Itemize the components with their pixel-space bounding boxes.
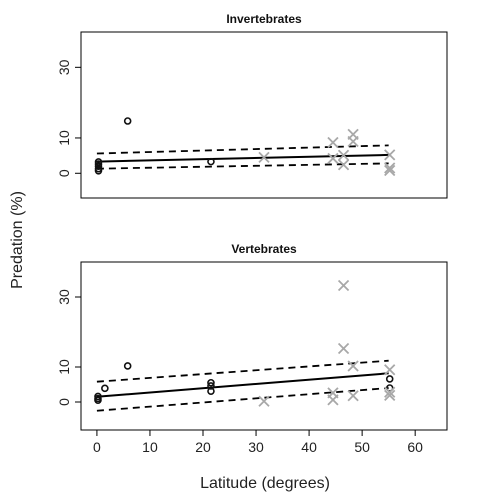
cross-stroke bbox=[327, 387, 339, 399]
x-tick-label: 10 bbox=[142, 439, 158, 455]
cross-point bbox=[337, 159, 350, 171]
cross-point bbox=[384, 164, 396, 177]
plot-frame bbox=[80, 261, 448, 431]
circle-point bbox=[94, 392, 102, 401]
y-tick-label: 30 bbox=[56, 289, 72, 305]
y-tick-label: 10 bbox=[56, 130, 72, 146]
cross-stroke bbox=[337, 159, 350, 171]
cross-stroke bbox=[337, 279, 350, 292]
ci-lower-line bbox=[96, 387, 389, 412]
shared-x-axis: 0 10 20 30 40 50 60 bbox=[93, 429, 423, 455]
circle-point bbox=[207, 378, 215, 387]
circle-point bbox=[123, 117, 132, 125]
fit-line bbox=[96, 372, 389, 398]
cross-stroke bbox=[384, 386, 396, 398]
circle-point bbox=[101, 384, 109, 393]
circle-point bbox=[207, 382, 215, 390]
cross-stroke bbox=[384, 149, 396, 161]
ci-upper-line bbox=[96, 359, 389, 383]
cross-point bbox=[327, 136, 339, 149]
x-tick-label: 60 bbox=[407, 439, 423, 455]
circle-point bbox=[207, 157, 215, 166]
circle-point bbox=[94, 158, 103, 166]
cross-stroke bbox=[258, 151, 270, 164]
cross-point bbox=[337, 149, 350, 161]
cross-stroke bbox=[384, 162, 396, 174]
cross-stroke bbox=[327, 136, 339, 149]
fit-line bbox=[96, 153, 389, 163]
x-tick-label: 0 bbox=[93, 439, 101, 455]
y-tick-label: 10 bbox=[56, 359, 72, 375]
cross-stroke bbox=[337, 342, 350, 355]
cross-point bbox=[347, 390, 359, 402]
cross-point bbox=[347, 135, 359, 148]
cross-stroke bbox=[384, 164, 396, 177]
panel-title: Vertebrates bbox=[231, 242, 297, 256]
x-tick-label: 50 bbox=[354, 439, 370, 455]
cross-point bbox=[384, 386, 396, 398]
cross-point bbox=[384, 149, 396, 161]
cross-stroke bbox=[337, 149, 350, 161]
circle-point bbox=[385, 375, 394, 383]
y-tick-label: 30 bbox=[56, 59, 72, 75]
y-tick-label: 0 bbox=[56, 398, 72, 406]
cross-point bbox=[347, 360, 359, 372]
cross-point bbox=[384, 389, 396, 401]
panel-invertebrates: Invertebrates 0 10 30 bbox=[56, 12, 448, 199]
ci-upper-line bbox=[96, 144, 389, 155]
cross-point bbox=[384, 162, 396, 174]
x-tick-label: 40 bbox=[301, 439, 317, 455]
plot-frame bbox=[80, 31, 448, 199]
cross-point bbox=[258, 395, 270, 407]
cross-stroke bbox=[384, 364, 396, 376]
y-axis-label: Predation (%) bbox=[9, 191, 26, 289]
cross-point bbox=[384, 364, 396, 376]
y-tick-label: 0 bbox=[56, 169, 72, 177]
ci-lower-line bbox=[96, 162, 389, 170]
panel-title: Invertebrates bbox=[226, 12, 302, 26]
cross-stroke bbox=[347, 390, 359, 402]
x-tick-label: 20 bbox=[195, 439, 211, 455]
cross-point bbox=[327, 387, 339, 399]
cross-stroke bbox=[347, 135, 359, 148]
cross-point bbox=[337, 342, 350, 355]
cross-point bbox=[327, 152, 339, 165]
x-tick-label: 30 bbox=[248, 439, 264, 455]
circle-point bbox=[123, 362, 132, 370]
cross-point bbox=[337, 279, 350, 292]
cross-stroke bbox=[347, 360, 359, 372]
x-axis-label: Latitude (degrees) bbox=[200, 475, 330, 492]
cross-stroke bbox=[327, 152, 339, 165]
panel-vertebrates: Vertebrates 0 10 30 bbox=[56, 242, 448, 431]
cross-point bbox=[258, 151, 270, 164]
cross-stroke bbox=[384, 389, 396, 401]
cross-stroke bbox=[258, 395, 270, 407]
